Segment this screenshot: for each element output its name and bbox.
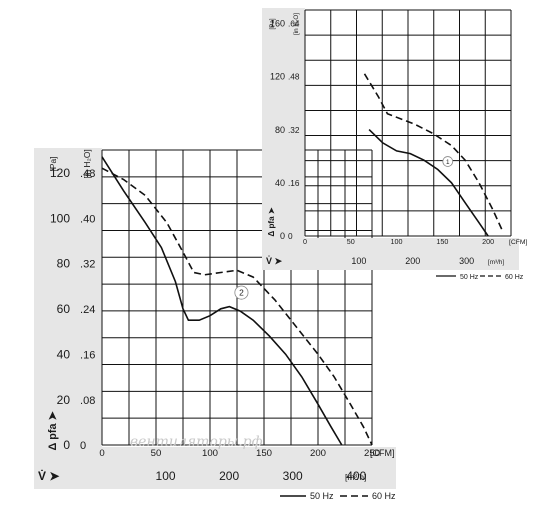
- main-y-tick: 60: [57, 302, 71, 316]
- main-x2-symbol: V̇ ➤: [38, 468, 60, 483]
- main-series-50hz: [101, 156, 343, 446]
- inset-bottom-band: [262, 238, 519, 270]
- main-y-tick: 40: [57, 347, 71, 361]
- legend-inset: 50 Hz 60 Hz: [436, 274, 524, 281]
- watermark: вентиляторы.рф: [130, 434, 263, 450]
- main-y-tick: 20: [57, 393, 71, 407]
- legend-inset-60hz-label: 60 Hz: [505, 274, 524, 281]
- main-series-60hz: [101, 167, 373, 446]
- inset-series-50hz: [368, 129, 489, 237]
- inset-curve-marker: 1: [446, 159, 450, 166]
- main-y2-tick: .40: [80, 213, 95, 225]
- main-x-tick: 150: [256, 448, 272, 459]
- inset-y-symbol: Δ pfa ➤: [267, 207, 276, 236]
- main-y-tick: 80: [57, 257, 71, 271]
- main-x2-tick: 100: [156, 469, 176, 483]
- legend-inset-50hz-label: 50 Hz: [460, 274, 479, 281]
- legend-main-50hz-label: 50 Hz: [310, 491, 334, 501]
- main-y2-tick: .32: [80, 259, 95, 271]
- main-y-unit: [Pa]: [48, 157, 58, 172]
- inset-y-tick: 40: [275, 178, 285, 188]
- inset-x-unit: [CFM]: [509, 239, 527, 246]
- inset-x2-unit: [m³/h]: [488, 259, 504, 266]
- main-curve-marker: 2: [239, 288, 244, 298]
- main-y2-unit: [in H₂O]: [82, 149, 92, 178]
- inset-y-tick: 80: [275, 125, 285, 135]
- inset-x-tick: 0: [303, 237, 307, 246]
- inset-y-tick: 0: [280, 231, 285, 241]
- main-y2-tick: .08: [80, 395, 95, 407]
- inset-y-tick: 120: [270, 72, 285, 82]
- main-y2-tick: .16: [80, 349, 95, 361]
- inset-x-tick: 200: [482, 237, 494, 246]
- inset-curve-marker-circle: [442, 156, 454, 167]
- inset-y-unit: [Pa]: [269, 18, 276, 29]
- inset-series-60hz: [363, 73, 503, 230]
- inset-x-tick: 50: [347, 237, 355, 246]
- main-left-band: [34, 148, 102, 487]
- inset-y2-unit: [in H₂O]: [293, 13, 300, 35]
- inset-y-tick: 160: [270, 18, 285, 28]
- inset-x2-tick: 300: [459, 256, 474, 266]
- legend-main-60hz-label: 60 Hz: [372, 491, 396, 501]
- main-curve-marker-circle: [234, 285, 249, 300]
- inset-y2-tick: .32: [288, 126, 300, 135]
- main-x-tick: 100: [202, 448, 218, 459]
- main-x2-tick: 400: [346, 469, 366, 483]
- inset-x2-tick: 200: [405, 256, 420, 266]
- main-y-tick: 0: [63, 438, 70, 452]
- inset-x2-tick: 100: [351, 256, 366, 266]
- main-x2-tick: 200: [219, 469, 239, 483]
- main-y2-tick: 0: [80, 440, 86, 452]
- main-x-tick: 250: [364, 448, 380, 459]
- legend-main: 50 Hz 60 Hz: [280, 491, 396, 501]
- inset-x-tick: 150: [436, 237, 448, 246]
- inset-y2-tick: .48: [288, 73, 300, 82]
- main-x-tick: 50: [151, 448, 162, 459]
- main-x2-tick: 300: [283, 469, 303, 483]
- inset-chart: 0 40 80 120 160 0 .16 .32 .48 .64 0 50 100 150 200 [CFM…: [262, 8, 527, 270]
- main-x-tick: 200: [310, 448, 326, 459]
- main-y2-tick: .24: [80, 304, 95, 316]
- main-y-tick: 100: [50, 211, 70, 225]
- inset-y2-tick: 0: [288, 232, 293, 241]
- inset-y2-tick: .64: [288, 19, 300, 28]
- main-bottom-band: [34, 447, 396, 489]
- inset-y2-tick: .16: [288, 179, 300, 188]
- main-y-symbol: Δ pfa ➤: [47, 411, 59, 451]
- main-y2-tick: .48: [80, 168, 95, 180]
- main-x-tick: 0: [99, 448, 104, 459]
- inset-x2-symbol: V̇ ➤: [266, 256, 283, 266]
- inset-left-band: [262, 8, 305, 268]
- main-y-tick: 120: [50, 166, 70, 180]
- main-x-unit: [CFM]: [370, 448, 395, 458]
- main-x2-unit: [m³/h]: [345, 472, 366, 482]
- inset-x-tick: 100: [391, 237, 403, 246]
